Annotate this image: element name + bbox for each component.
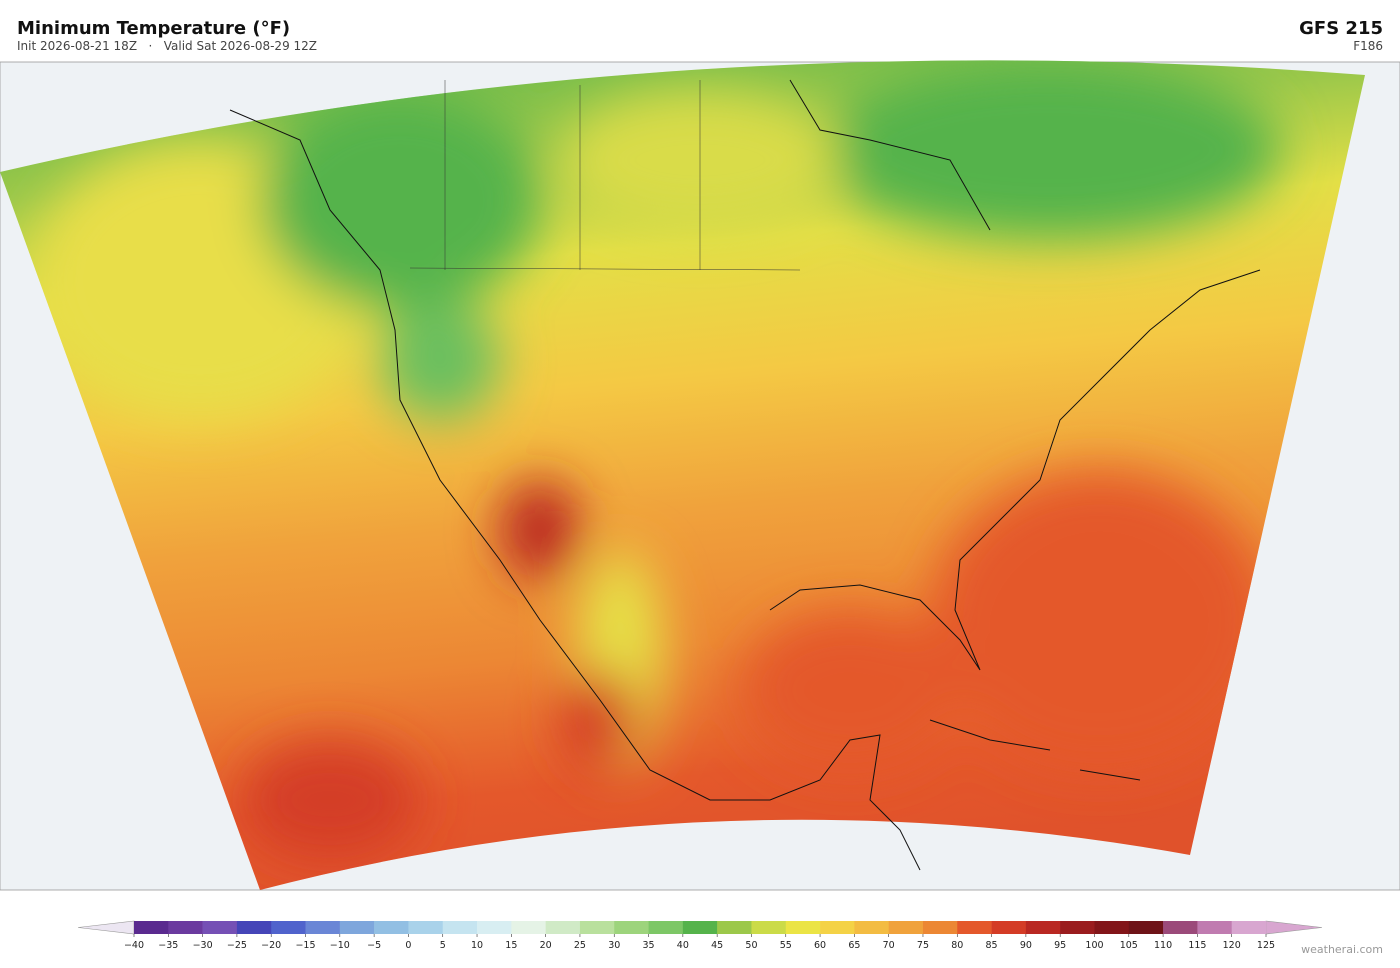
colorbar-segment: [991, 921, 1027, 934]
colorbar-segment: [305, 921, 341, 934]
colorbar-tick-label: 120: [1223, 940, 1241, 951]
colorbar-segment: [579, 921, 615, 934]
colorbar-segment: [648, 921, 684, 934]
colorbar-tick-label: 75: [917, 940, 929, 951]
colorbar-tick-label: 35: [642, 940, 654, 951]
colorbar-tick-label: 105: [1120, 940, 1138, 951]
colorbar-tick-label: −25: [227, 940, 247, 951]
colorbar-tick-label: 45: [711, 940, 723, 951]
colorbar-tick-label: 10: [471, 940, 483, 951]
colorbar-segment: [888, 921, 924, 934]
colorbar-tick-label: −5: [367, 940, 381, 951]
colorbar-segment: [785, 921, 821, 934]
colorbar-segment: [957, 921, 992, 934]
colorbar-segment: [511, 921, 546, 934]
colorbar-tick-label: 70: [883, 940, 895, 951]
colorbar-segment: [442, 921, 478, 934]
colorbar-segment: [820, 921, 855, 934]
colorbar-tick-label: 55: [780, 940, 792, 951]
colorbar-segment: [1094, 921, 1130, 934]
colorbar-tick-label: 20: [540, 940, 552, 951]
colorbar-segment: [614, 921, 649, 934]
colorbar-tick-label: 100: [1085, 940, 1103, 951]
colorbar-segment: [1163, 921, 1198, 934]
colorbar-segment: [717, 921, 752, 934]
colorbar-tick-label: −20: [261, 940, 281, 951]
colorbar-segment: [1128, 921, 1164, 934]
colorbar-segment: [271, 921, 306, 934]
colorbar-tick-label: −40: [124, 940, 144, 951]
colorbar-tick-label: 90: [1020, 940, 1032, 951]
colorbar-tick-label: 95: [1054, 940, 1066, 951]
colorbar-tick-label: 30: [608, 940, 620, 951]
colorbar-tick-label: −30: [193, 940, 213, 951]
colorbar-segment: [1231, 921, 1267, 934]
colorbar-tick-label: −10: [330, 940, 350, 951]
colorbar-tick-label: 80: [951, 940, 963, 951]
colorbar-segment: [1060, 921, 1095, 934]
colorbar: −40 −35 −30 −25 −20 −15 −10 −5 0 5 10 15 20 25 30 35 40 4…: [77, 920, 1323, 951]
colorbar-tick-label: −35: [158, 940, 178, 951]
colorbar-tick-label: 125: [1257, 940, 1275, 951]
colorbar-tick-label: 85: [986, 940, 998, 951]
colorbar-tick-label: 5: [440, 940, 446, 951]
colorbar-tick-label: 50: [745, 940, 757, 951]
colorbar-segment: [374, 921, 409, 934]
subtitle: Init 2026-08-21 18Z · Valid Sat 2026-08-…: [17, 39, 317, 53]
colorbar-tick-label: 25: [574, 940, 586, 951]
colorbar-tick-label: 60: [814, 940, 826, 951]
colorbar-segment: [682, 921, 718, 934]
colorbar-tick-label: 0: [405, 940, 411, 951]
colorbar-segment: [751, 921, 787, 934]
colorbar-segment: [168, 921, 203, 934]
colorbar-segment: [1197, 921, 1232, 934]
credit: weatherai.com: [1301, 943, 1383, 956]
title: Minimum Temperature (°F): [17, 18, 290, 39]
colorbar-segment: [236, 921, 272, 934]
colorbar-segment: [1025, 921, 1061, 934]
colorbar-segment: [854, 921, 889, 934]
model: GFS 215: [1299, 18, 1383, 39]
colorbar-tick-label: 65: [848, 940, 860, 951]
colorbar-segment: [339, 921, 375, 934]
colorbar-tick-label: 15: [505, 940, 517, 951]
colorbar-segment: [408, 921, 444, 934]
forecast-hour: F186: [1353, 39, 1383, 53]
colorbar-segment: [477, 921, 512, 934]
colorbar-tick-label: 40: [677, 940, 689, 951]
colorbar-segment: [545, 921, 581, 934]
colorbar-tick-label: 110: [1154, 940, 1172, 951]
colorbar-segment: [922, 921, 958, 934]
colorbar-segment: [134, 921, 169, 934]
colorbar-segment: [202, 921, 238, 934]
colorbar-tick-label: 115: [1188, 940, 1206, 951]
colorbar-tick-label: −15: [295, 940, 315, 951]
map: [0, 60, 1400, 891]
